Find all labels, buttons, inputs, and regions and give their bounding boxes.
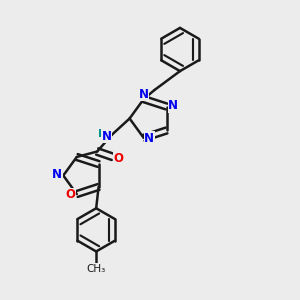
Text: N: N (102, 130, 112, 143)
Text: N: N (139, 88, 149, 101)
Text: H: H (98, 129, 107, 140)
Text: N: N (144, 132, 154, 145)
Text: N: N (168, 99, 178, 112)
Text: O: O (114, 152, 124, 165)
Text: N: N (52, 168, 62, 181)
Text: CH₃: CH₃ (87, 264, 106, 274)
Text: O: O (66, 188, 76, 201)
